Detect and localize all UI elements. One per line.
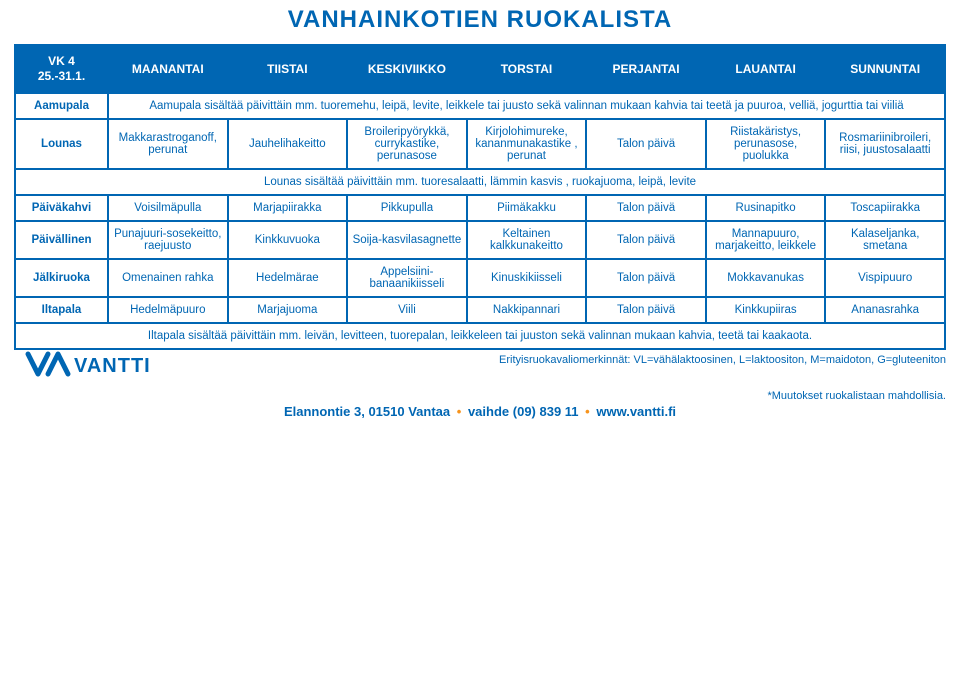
cell: Ananasrahka	[825, 297, 945, 323]
svg-text:VANTTI: VANTTI	[74, 355, 151, 377]
cell: Pikkupulla	[347, 195, 467, 221]
cell: Talon päivä	[586, 195, 706, 221]
cell: Marjajuoma	[228, 297, 348, 323]
cell: Makkarastroganoff, perunat	[108, 119, 228, 169]
contact-phone-label: vaihde	[468, 404, 509, 419]
page-title: VANHAINKOTIEN RUOKALISTA	[14, 6, 946, 34]
lounas-note: Lounas sisältää päivittäin mm. tuoresala…	[15, 169, 945, 195]
cell: Viili	[347, 297, 467, 323]
iltapala-note: Iltapala sisältää päivittäin mm. leivän,…	[15, 323, 945, 349]
paivallinen-row: Päivällinen Punajuuri-sosekeitto, raejuu…	[15, 221, 945, 259]
cell: Mokkavanukas	[706, 259, 826, 297]
cell: Kinkkupiiras	[706, 297, 826, 323]
bullet-icon: •	[457, 404, 462, 419]
week-header: VK 4 25.-31.1.	[15, 45, 108, 93]
cell: Voisilmäpulla	[108, 195, 228, 221]
contact-url: www.vantti.fi	[596, 404, 676, 419]
contact-phone: (09) 839 11	[513, 404, 579, 419]
cell: Piimäkakku	[467, 195, 587, 221]
cell: Talon päivä	[586, 259, 706, 297]
jalkiruoka-row: Jälkiruoka Omenainen rahka Hedelmärae Ap…	[15, 259, 945, 297]
day-header: TIISTAI	[228, 45, 348, 93]
row-label: Päivällinen	[15, 221, 108, 259]
lounas-row: Lounas Makkarastroganoff, perunat Jauhel…	[15, 119, 945, 169]
iltapala-note-row: Iltapala sisältää päivittäin mm. leivän,…	[15, 323, 945, 349]
day-header: MAANANTAI	[108, 45, 228, 93]
cell: Broileripyörykkä, currykastike, perunaso…	[347, 119, 467, 169]
lounas-note-row: Lounas sisältää päivittäin mm. tuoresala…	[15, 169, 945, 195]
cell: Vispipuuro	[825, 259, 945, 297]
cell: Talon päivä	[586, 221, 706, 259]
day-header: SUNNUNTAI	[825, 45, 945, 93]
aamupala-note: Aamupala sisältää päivittäin mm. tuoreme…	[108, 93, 945, 119]
cell: Hedelmäpuuro	[108, 297, 228, 323]
contact-line: Elannontie 3, 01510 Vantaa • vaihde (09)…	[14, 404, 946, 419]
day-header: TORSTAI	[467, 45, 587, 93]
cell: Marjapiirakka	[228, 195, 348, 221]
cell: Kalaseljanka, smetana	[825, 221, 945, 259]
cell: Punajuuri-sosekeitto, raejuusto	[108, 221, 228, 259]
cell: Appelsiini-banaanikiisseli	[347, 259, 467, 297]
bullet-icon: •	[585, 404, 590, 419]
header-row: VK 4 25.-31.1. MAANANTAI TIISTAI KESKIVI…	[15, 45, 945, 93]
contact-addr: Elannontie 3, 01510 Vantaa	[284, 404, 450, 419]
week-num: VK 4	[48, 54, 75, 68]
row-label: Lounas	[15, 119, 108, 169]
row-label: Iltapala	[15, 297, 108, 323]
cell: Jauhelihakeitto	[228, 119, 348, 169]
cell: Soija-kasvilasagnette	[347, 221, 467, 259]
cell: Mannapuuro, marjakeitto, leikkele	[706, 221, 826, 259]
aamupala-row: Aamupala Aamupala sisältää päivittäin mm…	[15, 93, 945, 119]
menu-table: VK 4 25.-31.1. MAANANTAI TIISTAI KESKIVI…	[14, 44, 946, 350]
cell: Nakkipannari	[467, 297, 587, 323]
cell: Kirjolohimureke, kananmunakastike , peru…	[467, 119, 587, 169]
paivakahvi-row: Päiväkahvi Voisilmäpulla Marjapiirakka P…	[15, 195, 945, 221]
iltapala-row: Iltapala Hedelmäpuuro Marjajuoma Viili N…	[15, 297, 945, 323]
cell: Hedelmärae	[228, 259, 348, 297]
day-header: PERJANTAI	[586, 45, 706, 93]
cell: Omenainen rahka	[108, 259, 228, 297]
week-dates: 25.-31.1.	[38, 69, 85, 83]
cell: Kinkkuvuoka	[228, 221, 348, 259]
cell: Rusinapitko	[706, 195, 826, 221]
cell: Talon päivä	[586, 297, 706, 323]
cell: Rosmariinibroileri, riisi, juustosalaatt…	[825, 119, 945, 169]
cell: Talon päivä	[586, 119, 706, 169]
cell: Keltainen kalkkunakeitto	[467, 221, 587, 259]
row-label: Päiväkahvi	[15, 195, 108, 221]
row-label: Jälkiruoka	[15, 259, 108, 297]
cell: Toscapiirakka	[825, 195, 945, 221]
cell: Riistakäristys, perunasose, puolukka	[706, 119, 826, 169]
cell: Kinuskikiisseli	[467, 259, 587, 297]
day-header: LAUANTAI	[706, 45, 826, 93]
day-header: KESKIVIIKKO	[347, 45, 467, 93]
row-label: Aamupala	[15, 93, 108, 119]
disclaimer: *Muutokset ruokalistaan mahdollisia.	[14, 390, 946, 402]
